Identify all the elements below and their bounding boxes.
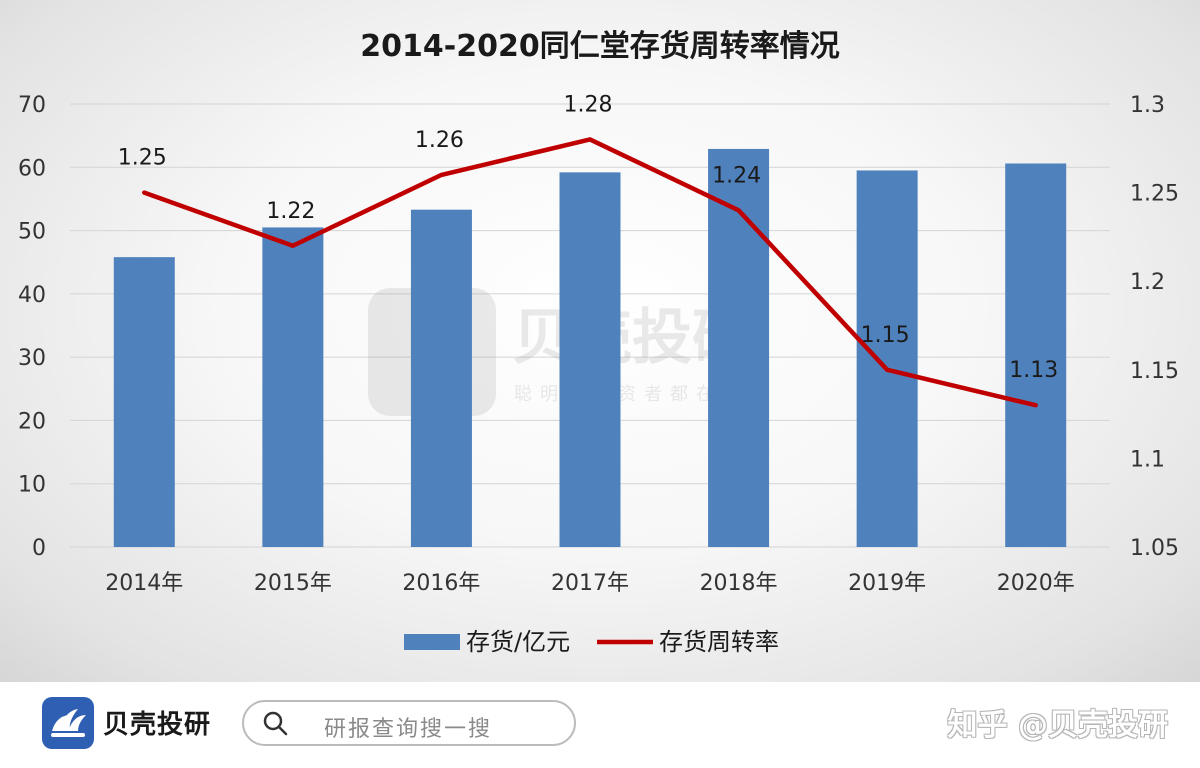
bar (113, 257, 175, 547)
y-right-tick-label: 1.2 (1130, 270, 1165, 295)
credit-text: 知乎 @贝壳投研 (947, 708, 1168, 743)
bar (262, 227, 324, 547)
axis-labels: 0 10 20 30 40 50 60 70 1.05 1.1 1.15 1.2 1.25 1.3 2014… (18, 93, 1179, 596)
x-tick-label: 2016年 (402, 571, 480, 596)
y-left-tick-label: 10 (18, 473, 46, 498)
chart-title: 2014-2020同仁堂存货周转率情况 (360, 29, 839, 64)
y-left-tick-label: 60 (18, 156, 46, 181)
bar-series (113, 148, 1067, 548)
bar (856, 170, 918, 547)
x-tick-label: 2017年 (551, 571, 629, 596)
bar (1005, 163, 1067, 547)
search-placeholder: 研报查询搜一搜 (324, 717, 493, 742)
x-tick-label: 2015年 (254, 571, 332, 596)
data-label: 1.13 (1009, 358, 1058, 383)
data-label: 1.22 (266, 199, 315, 224)
line-series-path (142, 137, 1038, 408)
search-icon (263, 711, 288, 736)
y-right-tick-label: 1.3 (1130, 93, 1165, 118)
y-right-tick-label: 1.15 (1130, 359, 1179, 384)
legend-bar-label: 存货/亿元 (466, 628, 570, 656)
bar (410, 209, 472, 548)
y-left-tick-label: 30 (18, 346, 46, 371)
legend-line-label: 存货周转率 (659, 628, 779, 656)
data-label: 1.15 (861, 323, 910, 348)
search-box[interactable]: 研报查询搜一搜 (242, 700, 576, 746)
chart-area: 贝壳投研 聪明的投资者都在这里 1.25 1.22 1.26 1.28 1.24 1.15… (0, 0, 1200, 682)
data-label: 1.24 (712, 163, 761, 188)
line-series (142, 137, 1038, 408)
y-left-tick-label: 0 (32, 536, 46, 561)
x-tick-label: 2020年 (997, 571, 1075, 596)
y-right-tick-label: 1.05 (1130, 536, 1179, 561)
y-right-tick-label: 1.25 (1130, 182, 1179, 207)
x-tick-label: 2014年 (105, 571, 183, 596)
y-left-tick-label: 20 (18, 409, 46, 434)
brand-name[interactable]: 贝壳投研 (103, 710, 212, 740)
legend-bar-swatch (404, 634, 460, 650)
y-left-tick-label: 70 (18, 93, 46, 118)
y-left-tick-label: 50 (18, 220, 46, 245)
x-tick-label: 2019年 (848, 571, 926, 596)
brand-logo-icon[interactable] (42, 697, 94, 749)
y-left-tick-label: 40 (18, 283, 46, 308)
legend: 存货/亿元 存货周转率 (404, 628, 779, 656)
data-label: 1.28 (564, 92, 613, 117)
chart-svg: 贝壳投研 聪明的投资者都在这里 1.251.221.261.281.241.15… (18, 29, 1179, 656)
bar (708, 148, 770, 547)
bar (559, 172, 621, 547)
data-labels: 1.25 1.22 1.26 1.28 1.24 1.15 1.13 (118, 92, 1058, 383)
y-right-tick-label: 1.1 (1130, 447, 1165, 472)
x-tick-label: 2018年 (700, 571, 778, 596)
data-label: 1.26 (415, 128, 464, 153)
footer-bar (0, 682, 1200, 768)
data-label: 1.25 (118, 146, 167, 171)
